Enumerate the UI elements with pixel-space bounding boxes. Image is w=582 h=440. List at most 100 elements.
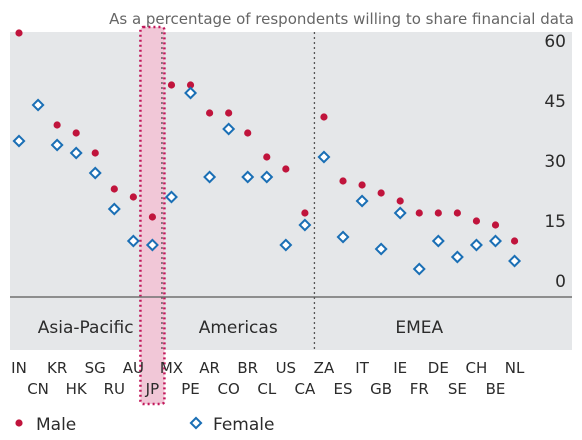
female-point [31,98,45,112]
male-point [129,193,137,201]
male-point [91,149,99,157]
male-point [339,177,347,185]
female-point [355,194,369,208]
male-point [510,237,519,245]
male-point [434,209,442,217]
series-layer [12,29,522,276]
female-point [317,150,331,164]
female-point [164,190,178,204]
male-point [167,81,176,89]
male-point [491,221,500,229]
female-point [508,254,522,268]
male-point [53,121,61,129]
x-tick-label: AR [199,359,220,377]
legend-label: Male [36,415,76,435]
x-tick-label: BE [486,380,506,398]
x-tick-label: CL [257,380,276,398]
male-point [415,209,423,217]
female-point [126,234,140,248]
male-point [15,419,23,427]
female-point [298,218,312,232]
female-point [412,262,426,276]
female-point [450,250,464,264]
series-female [12,86,522,276]
male-point [282,165,290,173]
x-tick-label: KR [47,359,67,377]
legend-item: Female [189,415,274,435]
chart-subtitle: As a percentage of respondents willing t… [109,10,574,28]
female-point [203,170,217,184]
male-point [186,81,195,89]
female-point [184,86,198,100]
x-tick-label: CH [466,359,488,377]
male-point [225,109,233,117]
female-point [393,206,407,220]
x-tick-label: DE [428,359,449,377]
x-tick-label: GB [370,380,392,398]
female-point [189,416,203,430]
female-point [260,170,274,184]
male-point [148,213,157,221]
x-tick-label: CA [295,380,316,398]
x-tick-label: AU [123,359,144,377]
region-dividers [161,32,316,350]
x-tick-label: IE [393,359,407,377]
y-tick-label: 0 [555,272,566,292]
female-point [107,202,121,216]
male-point [244,129,252,137]
male-point [15,29,23,37]
male-point [110,185,118,193]
male-point [358,181,366,189]
female-point [145,238,159,252]
x-tick-label: FR [410,380,429,398]
female-point [336,230,350,244]
x-tick-label: JP [145,380,159,398]
male-point [263,153,271,161]
x-tick-label: BR [237,359,258,377]
highlight-border [139,25,166,406]
x-tick-label: SG [85,359,106,377]
x-tick-label: ES [334,380,353,398]
male-point [377,189,385,197]
x-tick-label: HK [66,380,88,398]
male-point [453,209,461,217]
x-tick-label: IT [355,359,369,377]
female-point [469,238,483,252]
y-tick-label: 30 [544,152,566,172]
female-point [279,238,293,252]
female-point [222,122,236,136]
x-tick-label: CO [218,380,240,398]
y-tick-label: 60 [544,32,566,52]
region-label: Asia-Pacific [38,318,134,338]
x-tick-label: US [276,359,297,377]
female-point [241,170,255,184]
male-point [396,197,404,205]
female-point [12,134,26,148]
male-point [320,113,328,121]
female-point [431,234,445,248]
female-point [88,166,102,180]
male-point [206,109,214,117]
x-tick-label: ZA [314,359,335,377]
male-point [472,217,481,225]
male-point [301,209,309,217]
female-point [488,234,503,248]
y-axis-ticks: 0 15 30 45 60 [544,32,566,292]
female-point [69,146,83,160]
female-point [50,138,64,152]
x-tick-label: CN [27,380,49,398]
plot-panel [10,32,572,350]
legend-label: Female [213,415,274,435]
x-tick-label: PE [181,380,200,398]
x-tick-label: NL [505,359,525,377]
y-tick-label: 15 [544,212,566,232]
female-point [374,242,388,256]
x-tick-label: RU [104,380,125,398]
y-tick-label: 45 [544,92,566,112]
x-tick-label: MX [160,359,183,377]
male-point [72,129,80,137]
region-label: EMEA [395,318,443,338]
legend-item: Male [15,415,76,435]
